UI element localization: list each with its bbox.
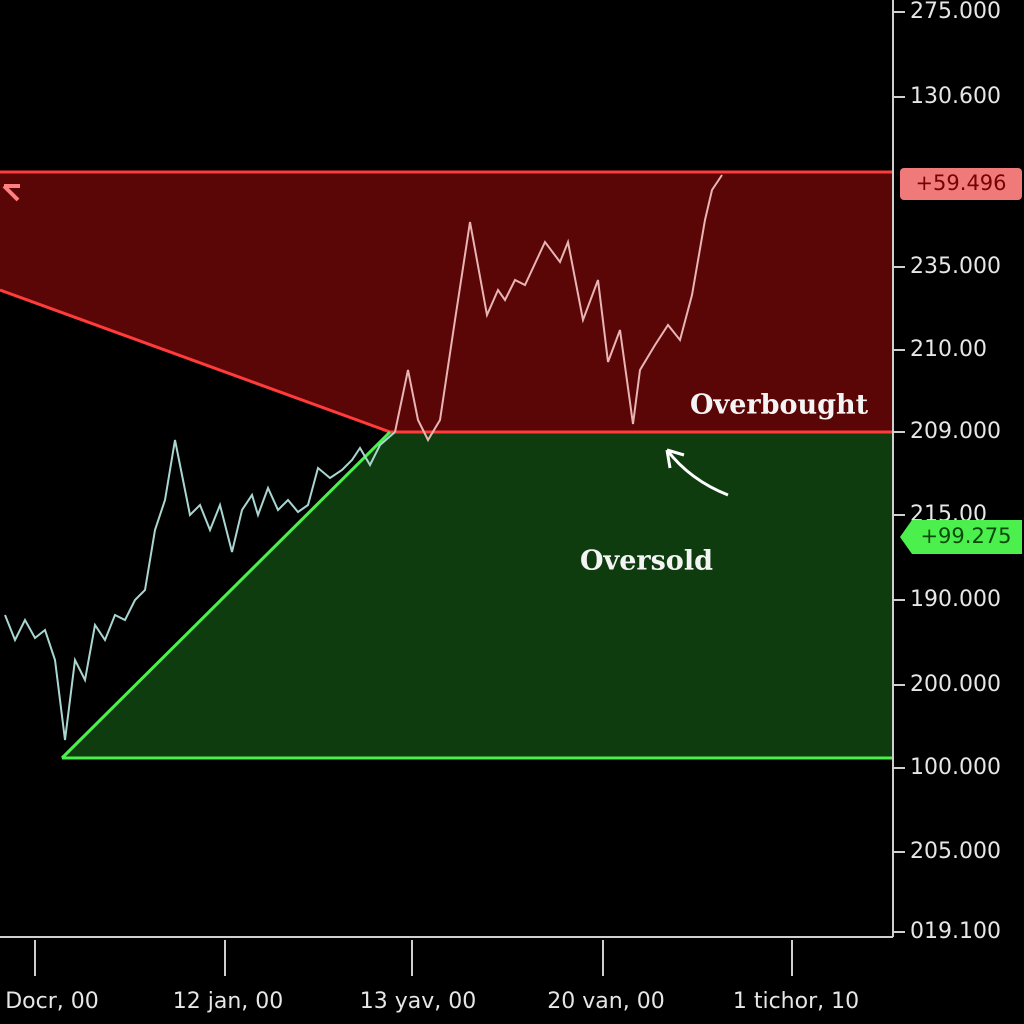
y-axis: 275.000130.600235.000210.00209.000215.00… [893, 0, 1001, 944]
y-tick-label: 130.600 [910, 84, 1001, 109]
y-tick-label: 100.000 [910, 755, 1001, 780]
trend-line [60, 430, 392, 760]
lower-price-tag [900, 520, 1022, 554]
y-tick-label: 235.000 [910, 254, 1001, 279]
x-tick-label: 13 yav, 00 [360, 989, 477, 1014]
x-tick-label: 12 jan, 00 [173, 989, 284, 1014]
x-axis: Docr, 00 12 jan, 00 13 yav, 00 20 van, 00 1 … [5, 940, 859, 1014]
oversold-label: Oversold [580, 546, 713, 577]
y-tick-label: 190.000 [910, 587, 1001, 612]
price-line-upper [394, 174, 723, 443]
x-tick-label: 20 van, 00 [547, 989, 664, 1014]
pointer-arrow [665, 448, 729, 497]
price-line-lower [4, 431, 396, 741]
y-tick-label: 209.000 [910, 419, 1001, 444]
x-tick-label: 1 tichor, 10 [733, 989, 859, 1014]
y-tick-label: 210.00 [910, 337, 987, 362]
arrow-icon [2, 184, 20, 202]
y-tick-label: 200.000 [910, 672, 1001, 697]
upper-price-text: +59.496 [915, 171, 1006, 195]
y-tick-label: 205.000 [910, 839, 1001, 864]
overbought-zone [0, 172, 893, 432]
upper-price-tag [900, 168, 1022, 200]
x-tick-label: Docr, 00 [5, 989, 99, 1014]
overbought-label: Overbought [690, 390, 869, 421]
y-tick-label: 275.000 [910, 0, 1001, 24]
y-tick-label: 019.100 [910, 919, 1001, 944]
lower-price-text: +99.275 [920, 524, 1011, 548]
oversold-zone [62, 432, 893, 758]
